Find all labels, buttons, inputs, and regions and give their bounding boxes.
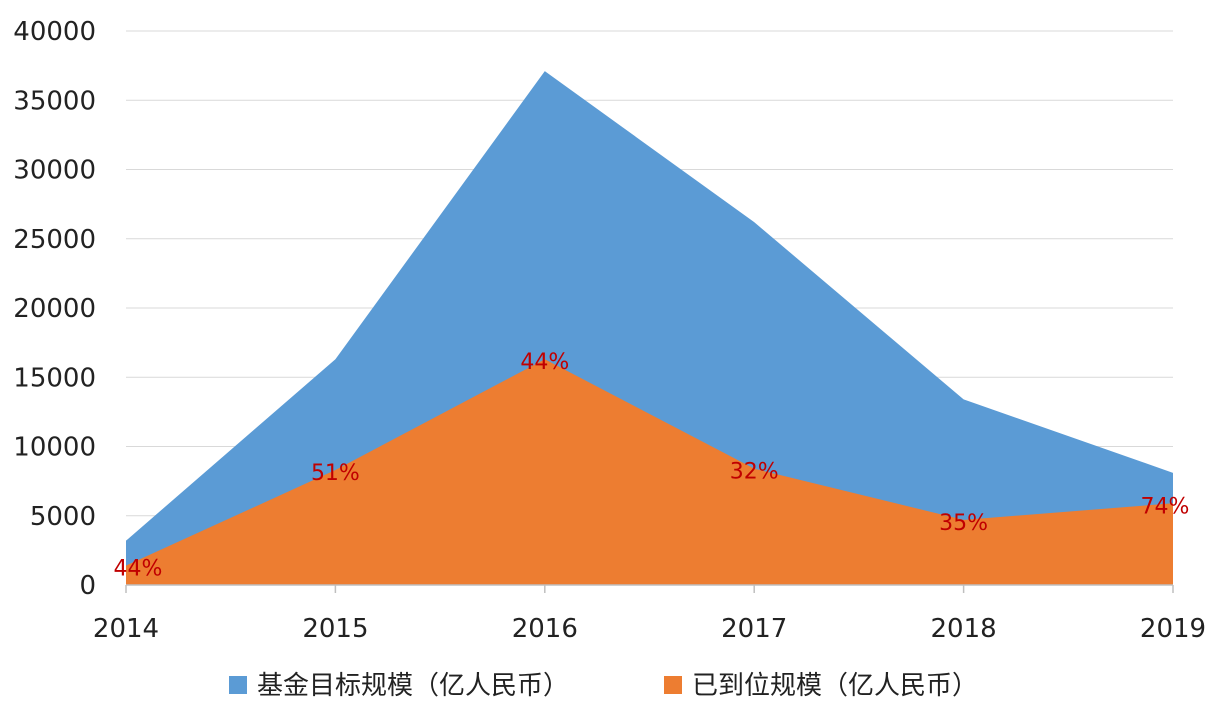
data-label: 44% [520,350,569,375]
legend-label-2: 已到位规模（亿人民币） [692,671,978,701]
x-tick-label: 2015 [302,614,368,644]
area-series-2 [126,359,1173,585]
x-axis: 2014 2015 2016 2017 2018 2019 [93,584,1206,644]
y-tick-label: 20000 [13,294,96,324]
legend-swatch-1 [229,676,247,694]
legend-label-1: 基金目标规模（亿人民币） [257,671,569,701]
legend: 基金目标规模（亿人民币） 已到位规模（亿人民币） [229,671,978,701]
y-tick-label: 15000 [13,363,96,393]
y-tick-label: 40000 [13,17,96,47]
y-tick-label: 10000 [13,433,96,463]
y-tick-label: 30000 [13,156,96,186]
x-tick-label: 2018 [931,614,997,644]
x-tick-label: 2014 [93,614,159,644]
data-labels: 44% 51% 44% 32% 35% 74% [114,350,1190,581]
data-label: 35% [939,511,988,536]
x-tick-label: 2019 [1140,614,1206,644]
data-label: 44% [114,557,163,582]
y-tick-label: 25000 [13,225,96,255]
data-label: 74% [1141,494,1190,519]
legend-swatch-2 [664,676,682,694]
series-areas [126,71,1173,586]
data-label: 32% [730,460,779,485]
x-tick-label: 2017 [721,614,787,644]
y-tick-label: 5000 [30,502,96,532]
y-tick-label: 0 [79,571,96,601]
y-axis: 0 5000 10000 15000 20000 25000 30000 35000 40000 [13,17,96,601]
x-tick-label: 2016 [512,614,578,644]
data-label: 51% [311,461,360,486]
y-tick-label: 35000 [13,86,96,116]
